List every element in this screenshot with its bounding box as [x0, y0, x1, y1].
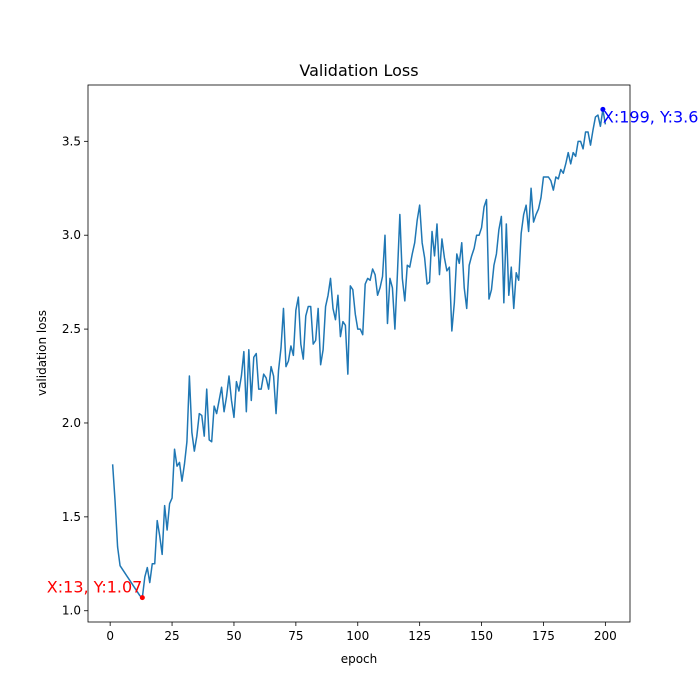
x-tick-label: 125 — [408, 629, 431, 643]
annotation-label: X:199, Y:3.6 — [603, 107, 699, 126]
annotation-point — [139, 595, 145, 601]
x-tick-label: 200 — [594, 629, 617, 643]
y-tick-label: 3.5 — [62, 134, 81, 148]
annotation-label: X:13, Y:1.07 — [47, 578, 143, 597]
x-tick-label: 50 — [226, 629, 241, 643]
plot-frame — [87, 84, 631, 623]
x-tick-label: 150 — [470, 629, 493, 643]
x-tick-label: 75 — [288, 629, 303, 643]
x-tick-label: 175 — [532, 629, 555, 643]
y-tick-label: 3.0 — [62, 228, 81, 242]
y-tick-label: 2.5 — [62, 322, 81, 336]
x-axis-label: epoch — [341, 652, 378, 666]
y-tick-label: 1.0 — [62, 604, 81, 618]
chart-title: Validation Loss — [299, 61, 418, 80]
y-axis-label: validation loss — [35, 310, 49, 396]
y-tick-label: 1.5 — [62, 510, 81, 524]
annotation-point — [600, 106, 606, 112]
y-tick-label: 2.0 — [62, 416, 81, 430]
data-line — [111, 108, 607, 599]
x-tick-label: 25 — [164, 629, 179, 643]
x-tick-label: 0 — [106, 629, 114, 643]
x-tick-label: 100 — [346, 629, 369, 643]
